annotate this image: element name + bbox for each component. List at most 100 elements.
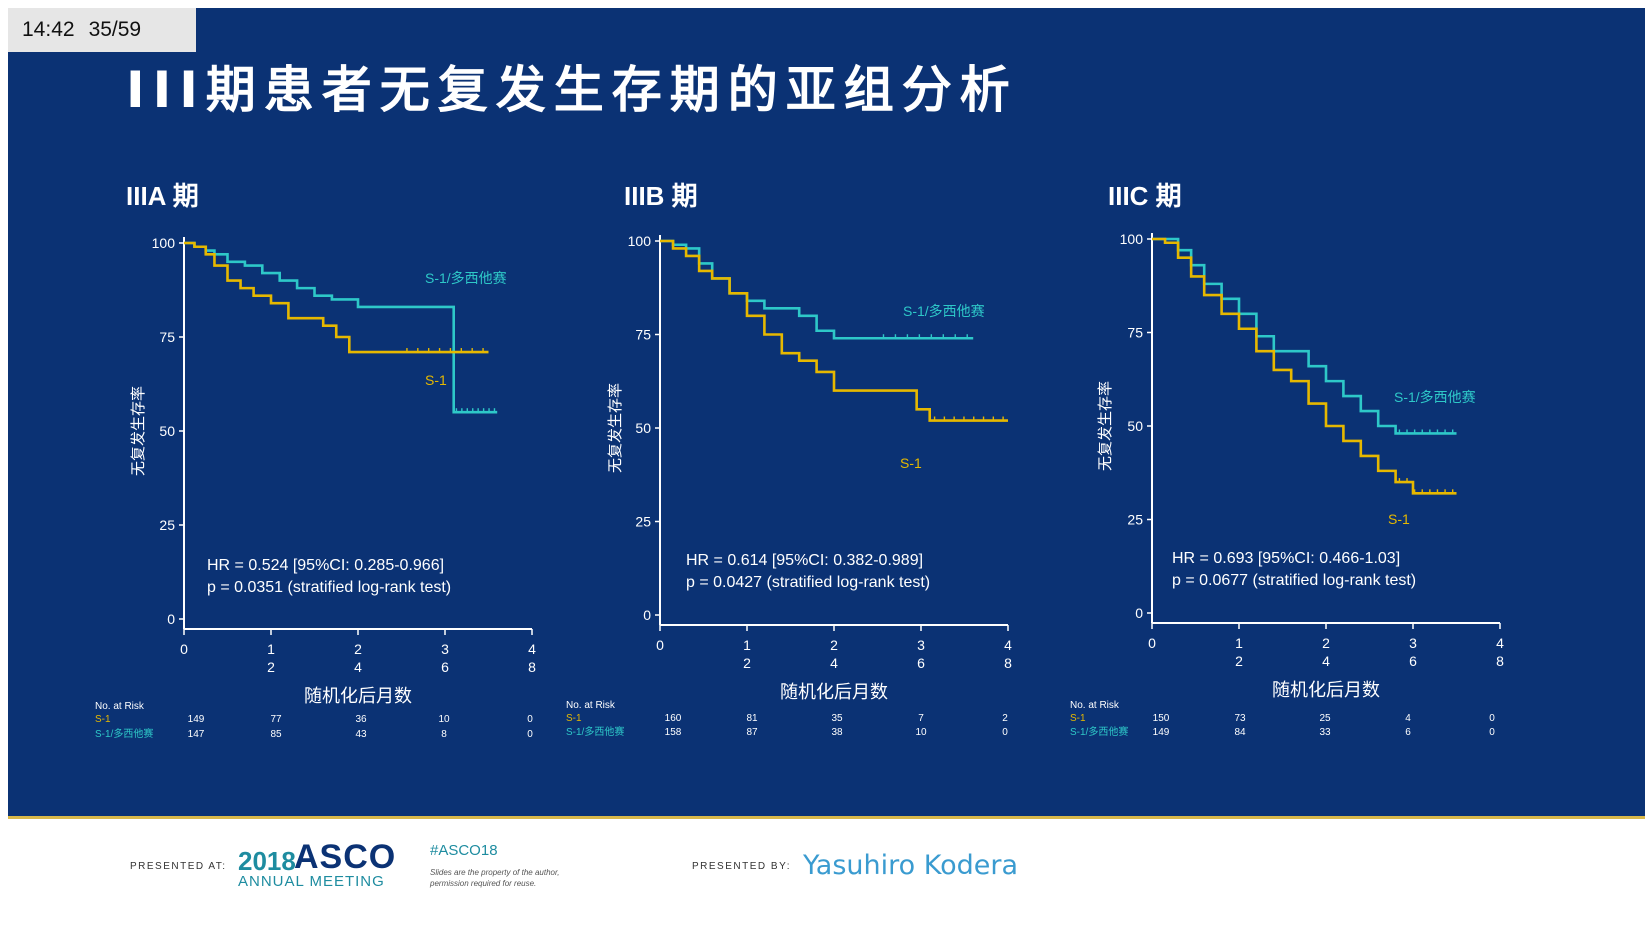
risk-value: 0 (1489, 727, 1495, 738)
x-tick-label-secondary: 4 (830, 655, 838, 671)
risk-value: 149 (1153, 727, 1170, 738)
x-tick-label-secondary: 2 (267, 659, 275, 675)
x-tick-label: 3 (917, 637, 925, 653)
hazard-ratio-text: HR = 0.614 [95%CI: 0.382-0.989] (686, 552, 923, 569)
asco-annual-meeting: ANNUAL MEETING (238, 873, 385, 890)
x-tick-label-secondary: 2 (743, 655, 751, 671)
y-tick-label: 25 (159, 517, 175, 533)
risk-value: 150 (1153, 713, 1170, 724)
x-axis-label: 随机化后月数 (780, 682, 888, 702)
y-tick-label: 100 (628, 233, 652, 249)
asco-year: 2018 (238, 846, 296, 876)
x-tick-label-secondary: 4 (1322, 653, 1330, 669)
risk-value: 2 (1002, 713, 1008, 724)
p-value-text: p = 0.0677 (stratified log-rank test) (1172, 572, 1416, 589)
risk-value: 149 (188, 714, 205, 725)
y-tick-label: 50 (635, 420, 651, 436)
risk-value: 81 (746, 713, 758, 724)
series-label-combo: S-1/多西他赛 (903, 303, 985, 319)
y-tick-label: 25 (635, 514, 651, 530)
km-curve-combo (184, 241, 498, 414)
risk-value: 10 (438, 714, 450, 725)
y-tick-label: 0 (1135, 605, 1143, 621)
chart-title: IIIC 期 (1108, 181, 1182, 211)
risk-value: 84 (1234, 727, 1246, 738)
risk-value: 85 (270, 729, 282, 740)
y-tick-label: 50 (1127, 418, 1143, 434)
y-tick-label: 100 (152, 235, 176, 251)
slide-background (8, 8, 1645, 818)
hud-page-counter: 35/59 (88, 18, 142, 41)
x-tick-label: 4 (1004, 637, 1012, 653)
risk-row-label: S-1 (1070, 713, 1086, 724)
chart-title: IIIB 期 (624, 181, 698, 211)
x-tick-label-secondary: 8 (1004, 655, 1012, 671)
risk-value: 77 (270, 714, 282, 725)
hazard-ratio-text: HR = 0.524 [95%CI: 0.285-0.966] (207, 557, 444, 574)
x-tick-label: 2 (1322, 635, 1330, 651)
presented-by-label: PRESENTED BY: (692, 861, 791, 872)
risk-value: 0 (1489, 713, 1495, 724)
risk-value: 7 (918, 713, 924, 724)
x-tick-label: 2 (354, 641, 362, 657)
y-tick-label: 0 (167, 611, 175, 627)
risk-value: 38 (831, 727, 843, 738)
y-axis-label: 无复发生存率 (1096, 381, 1114, 471)
y-tick-label: 75 (159, 329, 175, 345)
slide-title: III期患者无复发生存期的亚组分析 (126, 61, 1018, 119)
p-value-text: p = 0.0351 (stratified log-rank test) (207, 579, 451, 596)
x-tick-label-secondary: 6 (441, 659, 449, 675)
x-tick-label: 1 (1235, 635, 1243, 651)
top-strip (0, 0, 1645, 8)
risk-value: 87 (746, 727, 758, 738)
km-curve-s1 (1152, 237, 1457, 495)
presentation-hud: 14:42 35/59 (8, 8, 196, 52)
x-axis-label: 随机化后月数 (1272, 680, 1380, 700)
risk-value: 43 (355, 729, 367, 740)
risk-row-label: S-1 (566, 713, 582, 724)
y-axis-label: 无复发生存率 (606, 383, 624, 473)
risk-value: 160 (665, 713, 682, 724)
series-label-s1: S-1 (1388, 511, 1410, 527)
risk-value: 6 (1405, 727, 1411, 738)
x-tick-label-secondary: 8 (1496, 653, 1504, 669)
x-tick-label-secondary: 8 (528, 659, 536, 675)
x-tick-label-secondary: 6 (917, 655, 925, 671)
x-tick-label-secondary: 6 (1409, 653, 1417, 669)
x-axis-label: 随机化后月数 (304, 686, 412, 706)
disclaimer-line-2: permission required for reuse. (430, 879, 537, 888)
risk-row-label: S-1 (95, 714, 111, 725)
footer-rule (8, 816, 1645, 819)
x-tick-label: 2 (830, 637, 838, 653)
y-tick-label: 50 (159, 423, 175, 439)
y-tick-label: 75 (635, 327, 651, 343)
chart-title: IIIA 期 (126, 181, 199, 211)
x-tick-label-secondary: 2 (1235, 653, 1243, 669)
hashtag: #ASCO18 (430, 842, 498, 859)
risk-value: 0 (527, 729, 533, 740)
risk-row-label: S-1/多西他赛 (566, 725, 624, 738)
x-tick-label: 0 (656, 637, 664, 653)
x-tick-label: 1 (743, 637, 751, 653)
asco-logo-text: ASCO (294, 838, 397, 876)
x-tick-label: 1 (267, 641, 275, 657)
x-tick-label: 0 (1148, 635, 1156, 651)
presenter-name: Yasuhiro Kodera (803, 850, 1018, 881)
p-value-text: p = 0.0427 (stratified log-rank test) (686, 574, 930, 591)
risk-value: 10 (915, 727, 927, 738)
risk-value: 8 (441, 729, 447, 740)
x-tick-label: 3 (441, 641, 449, 657)
km-curve-combo (660, 239, 974, 340)
x-tick-label: 3 (1409, 635, 1417, 651)
x-tick-label: 4 (528, 641, 536, 657)
hazard-ratio-text: HR = 0.693 [95%CI: 0.466-1.03] (1172, 550, 1400, 567)
series-label-combo: S-1/多西他赛 (425, 270, 507, 286)
risk-value: 73 (1234, 713, 1246, 724)
km-curve-s1 (184, 241, 489, 354)
y-tick-label: 75 (1127, 325, 1143, 341)
risk-value: 25 (1319, 713, 1331, 724)
hud-time: 14:42 (22, 18, 75, 41)
risk-value: 4 (1405, 713, 1411, 724)
risk-table-header: No. at Risk (1070, 700, 1120, 711)
